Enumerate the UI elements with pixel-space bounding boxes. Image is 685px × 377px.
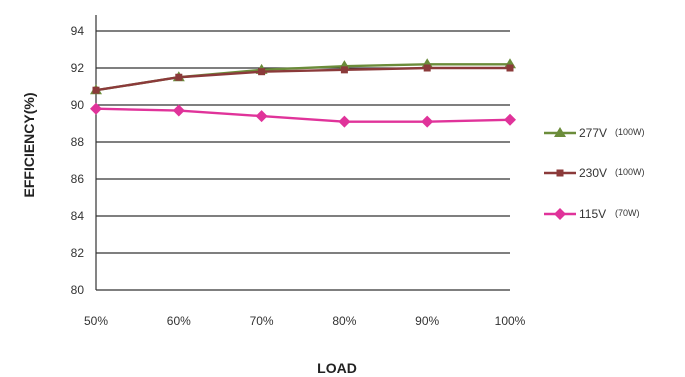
y-tick-label: 86 [71,172,85,186]
series-line [95,66,510,92]
data-point [172,104,185,117]
data-point [504,113,516,126]
legend-label: 115V [579,207,606,221]
data-point [421,115,434,128]
data-point [338,115,351,128]
y-tick-labels: 80 82 84 86 88 90 92 94 [71,24,85,297]
x-tick-label: 50% [84,314,108,328]
data-point [423,64,431,72]
y-tick-label: 88 [71,135,85,149]
legend-label-note: (100W) [615,127,645,137]
y-tick-label: 92 [71,61,85,75]
data-point [506,64,514,72]
x-tick-label: 100% [495,314,526,328]
data-point [340,66,348,74]
x-tick-label: 70% [250,314,274,328]
legend-label: 277V [579,126,607,140]
y-axis-title: EFFICIENCY(%) [21,93,37,198]
y-tick-label: 80 [71,283,85,297]
legend-label-note: (100W) [615,167,645,177]
legend-item-277V: 277V (100W) [544,126,645,140]
x-tick-labels: 50% 60% 70% 80% 90% 100% [84,314,526,328]
legend-swatch-marker [554,127,566,137]
legend-label-note: (70W) [615,208,640,218]
series-115V [90,102,516,128]
x-tick-label: 90% [415,314,439,328]
legend-swatch-marker [556,169,564,177]
legend: 277V (100W) 230V (100W) 115V (70W) [544,126,645,221]
data-point [92,86,100,94]
data-point [258,68,266,76]
series-group [90,58,516,128]
series-line [95,107,511,123]
legend-label: 230V [579,166,607,180]
y-tick-label: 94 [71,24,85,38]
x-tick-label: 80% [332,314,356,328]
legend-item-230V: 230V (100W) [544,166,645,180]
x-tick-label: 60% [167,314,191,328]
legend-item-115V: 115V (70W) [544,207,640,221]
y-tick-label: 84 [71,209,85,223]
x-axis-title: LOAD [317,360,357,376]
legend-swatch-marker [554,208,566,220]
grid-lines [96,30,510,291]
series-230V [92,64,514,94]
series-277V [90,58,516,95]
y-tick-label: 82 [71,246,85,260]
data-point [255,110,268,123]
data-point [175,73,183,81]
data-point [90,102,102,115]
y-tick-label: 90 [71,98,85,112]
